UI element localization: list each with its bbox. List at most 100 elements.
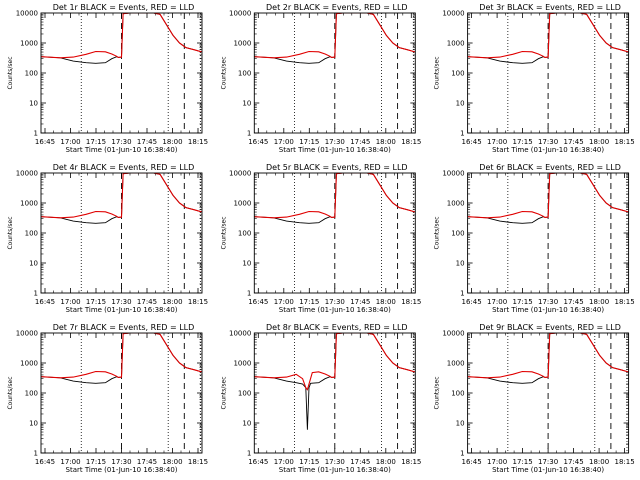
y-tick-label: 10 [456,260,465,268]
chart-panel-6: Det 6r BLACK = Events, RED = LLD Counts/s… [434,163,635,314]
y-tick-label: 10 [29,260,38,268]
y-tick-label: 100 [451,230,464,238]
x-tick-label: 18:15 [615,138,635,146]
x-tick-label: 17:30 [325,138,345,146]
chart-panel-3: Det 3r BLACK = Events, RED = LLD Counts/s… [434,3,635,154]
y-tick-label: 10 [456,100,465,108]
x-tick-label: 18:00 [589,298,609,306]
x-axis-label: Start Time (01-Jun-10 16:38:40) [279,466,391,474]
x-tick-label: 16:45 [462,138,482,146]
y-axis-label: Counts/sec [434,216,441,249]
chart-title: Det 3r BLACK = Events, RED = LLD [479,3,621,12]
x-tick-label: 17:45 [137,458,157,466]
y-tick-label: 10 [242,260,251,268]
y-tick-label: 10 [456,420,465,428]
x-tick-label: 17:30 [538,458,558,466]
x-axis-label: Start Time (01-Jun-10 16:38:40) [66,146,178,154]
x-tick-label: 17:30 [538,298,558,306]
y-tick-label: 1 [34,290,38,298]
x-tick-label: 17:45 [350,138,370,146]
x-axis-label: Start Time (01-Jun-10 16:38:40) [492,146,604,154]
y-axis-label: Counts/sec [220,56,227,89]
x-tick-label: 16:45 [248,138,268,146]
x-tick-label: 17:00 [274,458,294,466]
y-tick-label: 1000 [20,200,38,208]
y-tick-label: 100 [25,70,38,78]
y-tick-label: 1000 [233,200,251,208]
x-tick-label: 17:45 [350,298,370,306]
y-tick-label: 10000 [16,10,38,18]
x-tick-label: 17:45 [137,138,157,146]
x-tick-label: 17:15 [86,298,106,306]
x-tick-label: 18:00 [589,138,609,146]
y-axis-label: Counts/sec [220,216,227,249]
x-tick-label: 17:15 [513,138,533,146]
x-tick-label: 17:30 [111,298,131,306]
x-tick-label: 18:00 [589,458,609,466]
y-tick-label: 100 [238,230,251,238]
y-tick-label: 100 [25,230,38,238]
x-tick-label: 16:45 [462,458,482,466]
y-tick-label: 1 [34,130,38,138]
y-tick-label: 10000 [229,10,251,18]
marker-lines [80,13,201,133]
y-tick-label: 100 [451,70,464,78]
chart-title: Det 4r BLACK = Events, RED = LLD [53,163,195,172]
x-tick-label: 17:00 [487,298,507,306]
y-tick-label: 1 [247,130,251,138]
x-tick-label: 16:45 [248,298,268,306]
y-tick-label: 10 [29,420,38,428]
x-tick-label: 18:15 [615,458,635,466]
x-tick-label: 18:15 [401,138,421,146]
lld-series-line [254,333,416,391]
y-tick-label: 10000 [16,170,38,178]
x-axis-label: Start Time (01-Jun-10 16:38:40) [492,306,604,314]
marker-lines [507,13,628,133]
y-axis-label: Counts/sec [434,56,441,89]
x-axis-label: Start Time (01-Jun-10 16:38:40) [279,146,391,154]
x-tick-label: 18:15 [188,298,208,306]
y-axis-label: Counts/sec [434,376,441,409]
y-axis-label: Counts/sec [7,376,14,409]
chart-panel-5: Det 5r BLACK = Events, RED = LLD Counts/s… [220,163,421,314]
y-tick-label: 1000 [20,360,38,368]
y-tick-label: 100 [238,70,251,78]
x-tick-label: 16:45 [462,298,482,306]
y-tick-label: 10000 [16,330,38,338]
y-tick-label: 1000 [233,360,251,368]
plot-frame [467,12,630,134]
x-tick-label: 18:00 [162,298,182,306]
marker-lines [80,333,201,453]
series-lines [254,333,416,430]
x-tick-label: 17:45 [564,138,584,146]
y-tick-label: 1 [34,450,38,458]
x-tick-label: 17:00 [487,138,507,146]
x-axis-label: Start Time (01-Jun-10 16:38:40) [492,466,604,474]
x-tick-label: 16:45 [35,458,55,466]
chart-title: Det 9r BLACK = Events, RED = LLD [479,323,621,332]
plot-frame [467,332,630,454]
x-tick-label: 17:45 [137,298,157,306]
chart-title: Det 6r BLACK = Events, RED = LLD [479,163,621,172]
x-tick-label: 17:30 [325,298,345,306]
chart-title: Det 2r BLACK = Events, RED = LLD [266,3,408,12]
y-tick-label: 10000 [442,330,464,338]
chart-panel-8: Det 8r BLACK = Events, RED = LLD Counts/s… [220,323,421,474]
chart-panel-2: Det 2r BLACK = Events, RED = LLD Counts/s… [220,3,421,154]
y-tick-label: 1 [247,290,251,298]
x-tick-label: 18:15 [188,138,208,146]
chart-title: Det 1r BLACK = Events, RED = LLD [53,3,195,12]
x-tick-label: 16:45 [35,298,55,306]
chart-panel-7: Det 7r BLACK = Events, RED = LLD Counts/s… [7,323,208,474]
x-tick-label: 16:45 [248,458,268,466]
marker-lines [507,173,628,293]
x-tick-label: 17:15 [513,458,533,466]
marker-lines [80,173,201,293]
marker-lines [294,173,415,293]
x-tick-label: 18:00 [162,458,182,466]
plot-frame [40,332,203,454]
plot-frame [253,332,416,454]
x-tick-label: 17:00 [60,138,80,146]
chart-panel-9: Det 9r BLACK = Events, RED = LLD Counts/s… [434,323,635,474]
y-tick-label: 100 [451,390,464,398]
